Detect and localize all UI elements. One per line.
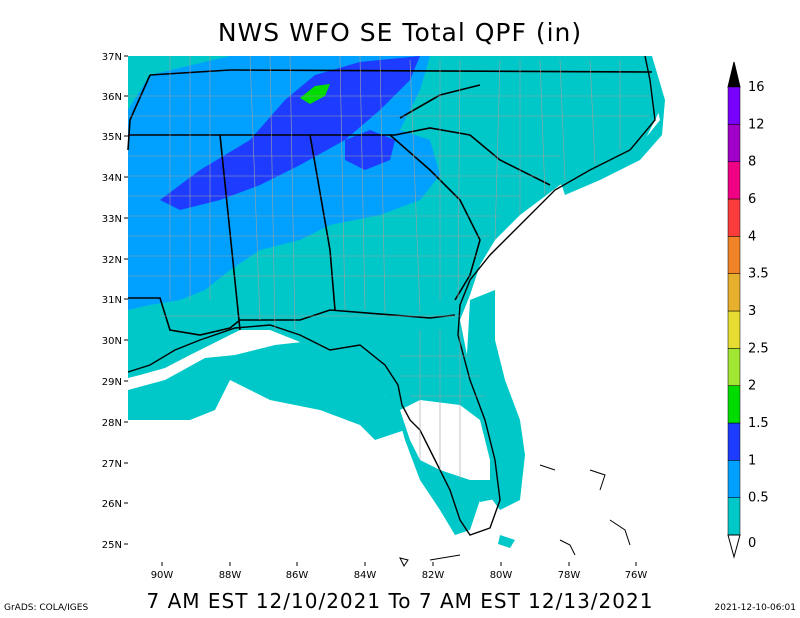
lat-label: 29N	[102, 377, 122, 388]
precip-zero-area	[400, 400, 490, 480]
small-precip-spots	[445, 485, 515, 548]
coastline	[127, 55, 656, 536]
colorbar-label: 16	[748, 80, 765, 95]
lat-label: 26N	[102, 499, 122, 510]
lon-label: 76W	[625, 570, 648, 581]
lon-label: 88W	[219, 570, 242, 581]
lat-label: 32N	[102, 255, 122, 266]
colorbar-swatch	[727, 348, 741, 386]
lon-label: 82W	[422, 570, 445, 581]
valid-period: 7 AM EST 12/10/2021 To 7 AM EST 12/13/20…	[146, 589, 654, 613]
lon-label: 84W	[354, 570, 377, 581]
colorbar-min-arrow	[727, 534, 741, 559]
colorbar-swatch	[727, 460, 741, 498]
lat-label: 35N	[102, 132, 122, 143]
map-title: NWS WFO SE Total QPF (in)	[217, 18, 583, 47]
colorbar-label: 1.5	[748, 416, 769, 431]
colorbar-label: 8	[748, 155, 756, 170]
lat-label: 25N	[102, 540, 122, 551]
lat-labels: 37N 36N 35N 34N 33N 32N 31N 30N 29N 28N …	[102, 52, 122, 551]
colorbar-swatch	[727, 385, 741, 424]
lat-ticks	[124, 55, 128, 545]
colorbar-swatch	[727, 422, 741, 461]
lat-label: 34N	[102, 173, 122, 184]
precip-1-1.5-area	[160, 56, 420, 210]
colorbar-label: 6	[748, 192, 756, 207]
county-lines	[128, 55, 650, 480]
lon-ticks	[161, 562, 637, 566]
lat-label: 30N	[102, 336, 122, 347]
lon-labels: 90W 88W 86W 84W 82W 80W 78W 76W	[151, 570, 648, 581]
colorbar-label: 0	[748, 536, 756, 551]
lon-label: 90W	[151, 570, 174, 581]
lat-label: 28N	[102, 418, 122, 429]
colorbar-label: 3.5	[748, 267, 769, 282]
precip-1.5-2-area	[300, 84, 330, 104]
lat-label: 37N	[102, 52, 122, 63]
lat-label: 33N	[102, 214, 122, 225]
atlantic-precip-area	[465, 290, 525, 510]
nc-coast-precip-area	[560, 56, 665, 195]
colorbar-label: 12	[748, 117, 765, 132]
colorbar-swatch	[727, 198, 741, 237]
lon-label: 78W	[558, 570, 581, 581]
colorbar-max-arrow	[727, 61, 741, 88]
lon-label: 86W	[286, 570, 309, 581]
colorbar-swatch	[727, 310, 741, 349]
run-timestamp: 2021-12-10-06:01	[714, 603, 797, 613]
colorbar-swatch	[727, 161, 741, 200]
colorbar-label: 2	[748, 379, 756, 394]
colorbar-label: 1	[748, 453, 756, 468]
colorbar-swatch	[727, 236, 741, 274]
precip-map	[124, 55, 665, 567]
gulf-precip-area	[128, 340, 405, 440]
colorbar-label: 3	[748, 304, 756, 319]
bahamas-outline	[399, 464, 631, 567]
lat-label: 36N	[102, 92, 122, 103]
colorbar-swatch	[727, 86, 741, 125]
colorbar-swatch	[727, 124, 741, 162]
lon-label: 80W	[490, 570, 513, 581]
colorbar-legend: 0 0.5 1 1.5 2 2.5 3 3.5 4 6 8 12 16	[727, 61, 769, 559]
colorbar-label: 2.5	[748, 341, 769, 356]
colorbar-swatch	[727, 273, 741, 312]
precip-1-1.5-east	[345, 130, 395, 170]
lat-label: 31N	[102, 295, 122, 306]
colorbar-label: 0.5	[748, 491, 769, 506]
colorbar-swatch	[727, 497, 741, 536]
lat-label: 27N	[102, 459, 122, 470]
colorbar-label: 4	[748, 229, 756, 244]
software-credit: GrADS: COLA/IGES	[4, 603, 89, 613]
